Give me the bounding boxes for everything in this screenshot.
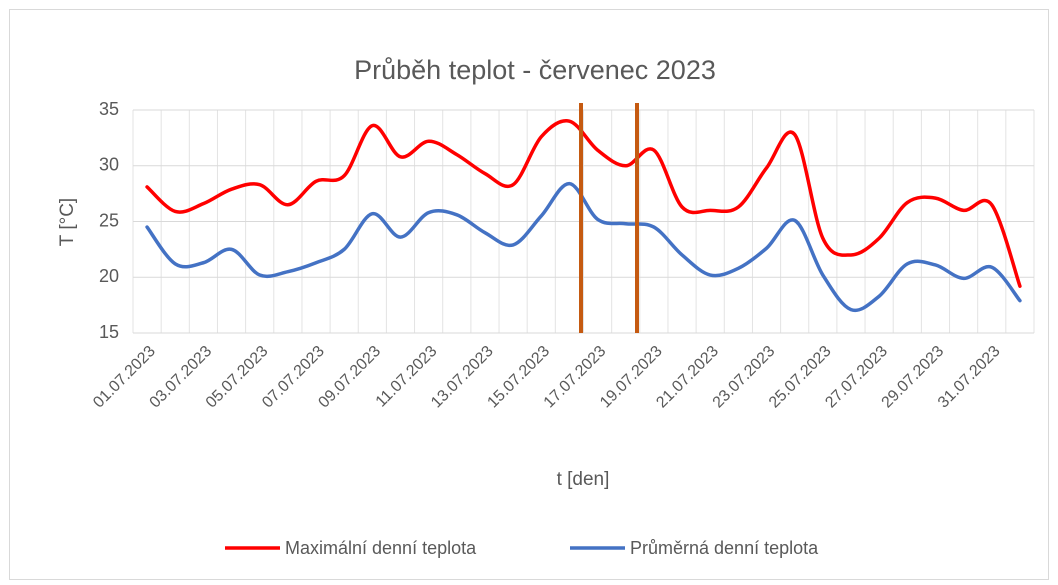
y-tick-label: 30 — [99, 155, 119, 175]
line-series — [145, 181, 1022, 313]
line-series — [145, 119, 1022, 288]
chart-title: Průběh teplot - červenec 2023 — [354, 55, 716, 85]
x-axis-label: t [den] — [557, 469, 610, 490]
y-tick-label: 20 — [99, 266, 119, 286]
legend-label: Průměrná denní teplota — [630, 538, 819, 558]
legend-label: Maximální denní teplota — [285, 538, 477, 558]
legend: Maximální denní teplota Průměrná denní te… — [225, 538, 819, 558]
y-axis-label: T [°C] — [57, 198, 78, 246]
y-tick-label: 15 — [99, 322, 119, 342]
y-tick-label: 35 — [99, 99, 119, 119]
y-tick-label: 25 — [99, 210, 119, 230]
chart-border — [9, 9, 1049, 580]
